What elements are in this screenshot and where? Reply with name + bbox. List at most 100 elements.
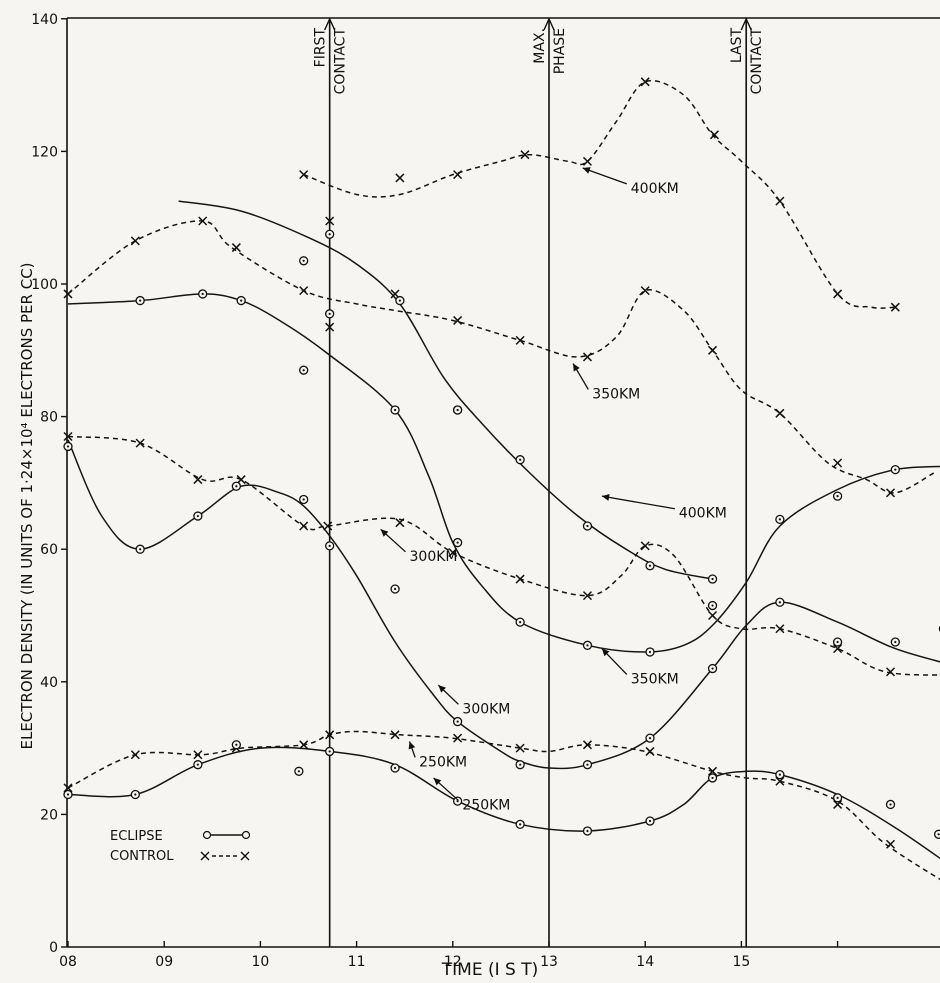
- eclipse-point-dot: [235, 743, 238, 746]
- event-label: PHASE: [552, 28, 568, 74]
- control-curve-400km: [303, 79, 896, 309]
- eclipse-point-dot: [196, 514, 199, 518]
- eclipse-point-dot: [836, 640, 839, 644]
- annotation-layer: 400KM 350KM 300KM 250KM 400KM 350KM 300KM 250KM: [380, 167, 727, 813]
- y-tick-label: 80: [40, 410, 58, 426]
- eclipse-point-dot: [393, 408, 397, 412]
- eclipse-point-marker: [933, 829, 940, 839]
- eclipse-point-dot: [711, 577, 714, 581]
- event-arrowhead: [543, 17, 555, 31]
- annotation-arrowhead: [582, 167, 591, 174]
- control-point-marker: [640, 541, 650, 551]
- control-point-marker: [709, 130, 719, 140]
- eclipse-point-dot: [66, 445, 70, 448]
- event-label: FIRST: [313, 28, 329, 68]
- control-point-marker: [193, 475, 203, 485]
- eclipse-point-dot: [456, 720, 459, 723]
- control-point-marker: [775, 408, 785, 418]
- x-tick-label: 13: [540, 954, 558, 970]
- control-point-marker: [775, 776, 785, 786]
- control-point-marker: [885, 488, 896, 498]
- control-point-marker: [299, 521, 309, 531]
- control-point-marker: [63, 783, 73, 793]
- eclipse-point-dot: [711, 667, 714, 670]
- control-point-marker: [193, 750, 203, 760]
- control-point-marker: [582, 352, 593, 362]
- event-arrowhead: [324, 17, 336, 31]
- control-point-marker: [390, 730, 400, 740]
- eclipse-point-dot: [393, 766, 397, 770]
- legend-eclipse-marker: [202, 830, 212, 840]
- eclipse-point-dot: [586, 829, 589, 833]
- eclipse-point-dot: [139, 299, 142, 302]
- annotation-arrow: [601, 495, 675, 510]
- x-tick-label: 15: [732, 954, 750, 970]
- eclipse-point-dot: [201, 292, 204, 296]
- control-point-marker: [395, 173, 405, 183]
- eclipse-point-dot: [711, 604, 714, 607]
- control-point-marker: [582, 591, 593, 601]
- y-tick-label: 100: [31, 277, 58, 293]
- eclipse-point-dot: [456, 408, 459, 412]
- eclipse-point-dot: [328, 233, 331, 236]
- control-point-marker: [833, 458, 843, 468]
- annotation-label: 400KM: [679, 506, 727, 522]
- control-point-marker: [299, 286, 309, 296]
- eclipse-point-dot: [398, 299, 401, 302]
- eclipse-point-dot: [836, 495, 839, 498]
- x-tick-label: 12: [444, 954, 462, 970]
- eclipse-point-dot: [235, 485, 238, 488]
- annotation-label: 250KM: [419, 754, 467, 770]
- eclipse-point-dot: [456, 541, 459, 544]
- control-point-marker: [515, 743, 525, 753]
- annotation-label: 400KM: [631, 181, 679, 197]
- control-point-marker: [645, 746, 655, 756]
- control-point-marker: [325, 216, 335, 226]
- eclipse-point-dot: [586, 763, 589, 766]
- control-point-marker: [708, 766, 718, 776]
- control-point-marker: [582, 740, 593, 750]
- eclipse-point-dot: [586, 524, 589, 528]
- eclipse-point-dot: [836, 796, 839, 799]
- eclipse-curve-350km: [67, 293, 940, 653]
- control-point-marker: [775, 196, 785, 206]
- event-arrowhead: [740, 17, 752, 31]
- control-point-marker: [325, 730, 335, 740]
- annotation-arrowhead: [433, 777, 442, 786]
- control-point-marker: [890, 302, 900, 312]
- eclipse-point-dot: [240, 299, 243, 302]
- eclipse-point-dot: [66, 793, 70, 796]
- x-tick-label: 08: [59, 954, 77, 970]
- control-point-marker: [135, 438, 145, 448]
- eclipse-point-dot: [519, 621, 522, 624]
- eclipse-curve-250km: [67, 746, 940, 860]
- annotation-arrowhead: [601, 648, 610, 657]
- control-point-marker: [299, 740, 309, 750]
- control-point-marker: [299, 170, 309, 180]
- eclipse-point-dot: [328, 544, 331, 547]
- y-tick-label: 140: [31, 12, 58, 28]
- eclipse-point-dot: [328, 312, 331, 315]
- control-point-marker: [198, 216, 208, 226]
- eclipse-point-dot: [711, 776, 714, 780]
- eclipse-point-dot: [302, 498, 305, 501]
- eclipse-point-dot: [778, 518, 781, 521]
- annotation-arrowhead: [380, 529, 389, 537]
- x-tick-label: 10: [251, 954, 269, 970]
- eclipse-point-dot: [519, 823, 522, 826]
- y-tick-label: 0: [49, 940, 58, 956]
- series-layer: [63, 77, 940, 881]
- annotation-label: 300KM: [462, 701, 510, 717]
- control-point-marker: [515, 335, 525, 345]
- eclipse-point-dot: [648, 650, 652, 654]
- annotation-label: 250KM: [462, 797, 510, 813]
- control-point-marker: [833, 644, 843, 654]
- event-label: CONTACT: [333, 28, 349, 95]
- control-point-marker: [885, 667, 896, 677]
- annotation-label: 350KM: [631, 671, 679, 687]
- control-point-marker: [63, 289, 73, 299]
- control-point-marker: [325, 322, 335, 332]
- x-tick-label: 14: [636, 954, 654, 970]
- control-point-marker: [885, 839, 896, 849]
